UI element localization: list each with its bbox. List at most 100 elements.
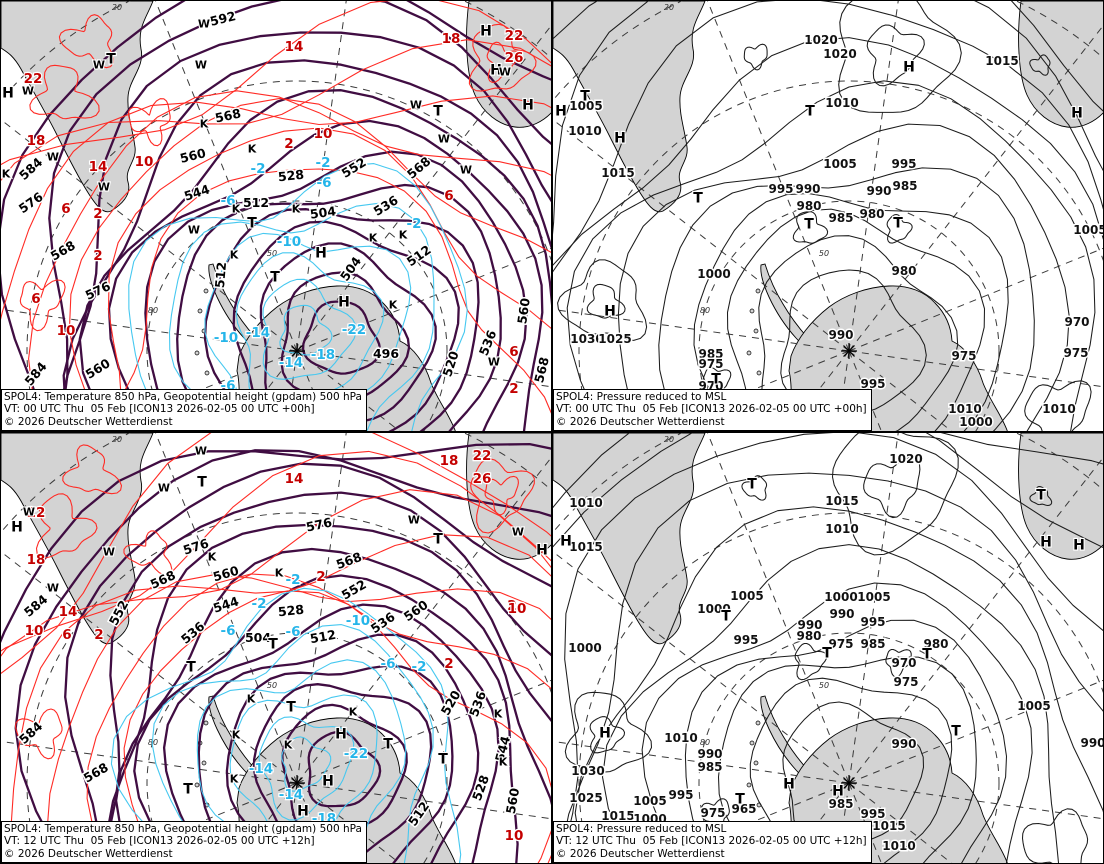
geopotential-contour — [62, 59, 551, 431]
pressure-contour-label: 1000 — [697, 602, 730, 616]
warm-cold-marker: K — [230, 249, 239, 262]
warm-cold-marker: K — [232, 729, 241, 742]
land-south-america — [1, 1, 154, 213]
pressure-contour-label: 1005 — [569, 99, 602, 113]
temperature-label-warm: 22 — [24, 71, 43, 87]
high-low-marker: H — [338, 295, 350, 311]
pressure-contour-label: 990 — [1080, 736, 1104, 750]
high-low-marker: T — [186, 660, 196, 676]
geopotential-contour — [144, 150, 528, 431]
geopotential-contour — [203, 208, 480, 431]
warm-cold-marker: W — [188, 224, 200, 237]
pressure-contour-label: 975 — [700, 806, 725, 820]
temperature-warm-contour — [1, 39, 551, 182]
temperature-label-warm: 2 — [93, 248, 102, 264]
temperature-label-warm: 22 — [505, 28, 524, 44]
warm-cold-marker: K — [284, 739, 293, 752]
temperature-label-warm: 6 — [62, 627, 71, 643]
high-low-marker: T — [721, 609, 731, 625]
pressure-contour-label: 985 — [860, 637, 885, 651]
pressure-contour-label: 1005 — [633, 794, 666, 808]
temperature-label-warm: 26 — [505, 50, 524, 66]
temperature-label-warm: 14 — [285, 39, 304, 55]
land-island — [204, 370, 210, 376]
pressure-contour-label: 985 — [697, 760, 722, 774]
geopotential-contour — [176, 183, 502, 431]
high-low-marker: H — [599, 726, 611, 742]
land-layer — [553, 433, 1103, 863]
temperature-label-cold: -2 — [412, 659, 427, 675]
temperature-cold-contour — [229, 694, 378, 852]
pressure-contour-label: 975 — [951, 349, 976, 363]
pressure-contour-label: 995 — [733, 633, 758, 647]
pressure-contour-label: 1010 — [825, 96, 858, 110]
caption-title: SPOL4: Temperature 850 hPa, Geopotential… — [4, 390, 362, 403]
high-low-marker: H — [480, 24, 492, 40]
high-low-marker: H — [522, 98, 534, 114]
land-island — [197, 308, 203, 314]
pressure-contour-label: 985 — [828, 797, 853, 811]
temperature-label-cold: -6 — [221, 623, 236, 639]
temperature-label-warm: 2 — [509, 381, 518, 397]
pressure-contour — [1029, 54, 1051, 76]
geopotential-contour — [64, 462, 551, 863]
pressure-contour-label: 990 — [829, 607, 854, 621]
high-low-marker: T — [197, 475, 207, 491]
temperature-cold-contour — [128, 163, 468, 431]
caption-box: SPOL4: Temperature 850 hPa, Geopotential… — [1, 820, 367, 863]
temperature-label-cold: -14 — [249, 761, 273, 777]
warm-cold-marker: W — [93, 59, 105, 72]
temperature-label-cold: -10 — [277, 234, 301, 250]
temperature-cold-contour — [258, 716, 355, 821]
parallel-circle — [698, 200, 1000, 431]
geopotential-contour-label: 584 — [21, 359, 49, 389]
pressure-contour-label: 975 — [828, 637, 853, 651]
warm-cold-marker: W — [460, 164, 472, 177]
pressure-contour-label: 975 — [698, 357, 723, 371]
temperature-label-cold: -6 — [317, 175, 332, 191]
pressure-contour-label: 1015 — [985, 54, 1018, 68]
land-island — [203, 720, 209, 726]
geopotential-contour — [252, 683, 433, 863]
temperature-warm-contour — [29, 64, 100, 120]
geopotential-contour-layer — [1, 442, 551, 863]
graticule — [1, 1, 551, 431]
pressure-contour-label: 980 — [796, 629, 821, 643]
temperature-label-cold: -14 — [246, 325, 270, 341]
geopotential-contour-label: 560 — [83, 355, 113, 382]
pressure-contour-layer — [553, 1, 1103, 431]
pressure-contour — [559, 472, 1103, 863]
warm-cold-marker: W — [103, 546, 115, 559]
pressure-contour-label: 990 — [797, 618, 822, 632]
geopotential-contour — [48, 1, 551, 431]
pressure-contour-label: 1005 — [857, 590, 890, 604]
temperature-warm-contour — [470, 458, 535, 534]
temperature-warm-contour — [1, 450, 551, 652]
pressure-contour — [838, 1, 962, 113]
temperature-warm-contour — [1, 95, 551, 320]
pressure-contour-label: 975 — [1063, 346, 1088, 360]
temperature-warm-contour — [35, 493, 98, 559]
temperature-cold-contour — [262, 278, 357, 380]
land-island — [756, 370, 762, 376]
caption-copyright: © 2026 Deutscher Wetterdienst — [556, 415, 725, 428]
graticule-label: 80 — [148, 306, 158, 315]
graticule-label: 50 — [267, 681, 277, 690]
pressure-contour — [560, 433, 1103, 863]
temperature-label-warm: 6 — [444, 188, 453, 204]
geopotential-contour-label: 544 — [182, 181, 212, 203]
graticule-label: 20 — [112, 435, 122, 444]
pressure-contour-label: 990 — [697, 747, 722, 761]
land-island — [749, 740, 755, 746]
pressure-contour-label: 1010 — [825, 522, 858, 536]
pressure-contour — [684, 619, 1008, 863]
temperature-label-warm: 10 — [25, 623, 44, 639]
map-mslp-12h: 2050801010101510051000995990980100010201… — [553, 433, 1104, 863]
pressure-contour-label: 1000 — [824, 590, 857, 604]
pressure-contour — [726, 208, 986, 431]
graticule-label: 20 — [112, 3, 122, 12]
temperature-label-cold: -18 — [311, 347, 335, 363]
warm-cold-marker: W — [410, 99, 422, 112]
warm-cold-marker: K — [499, 756, 508, 769]
